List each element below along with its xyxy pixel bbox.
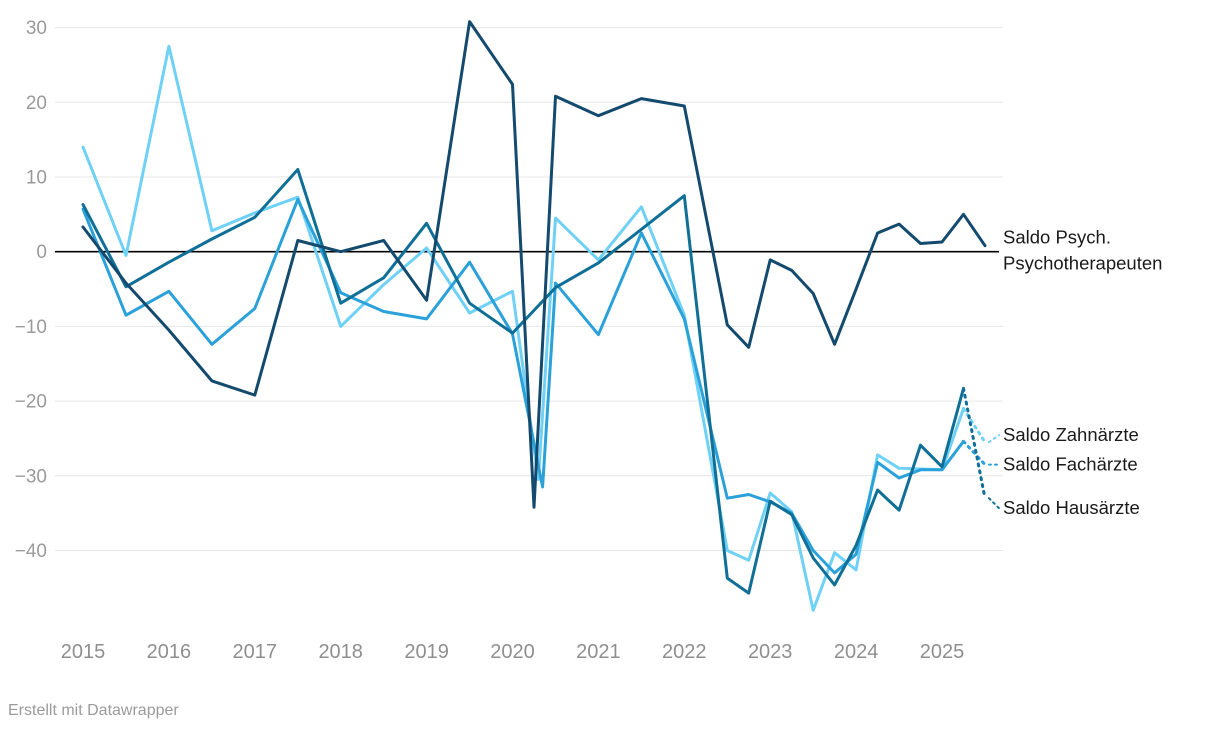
- x-tick-label-2015: 2015: [61, 641, 106, 663]
- label-leader-zahnaerzte: [987, 434, 1000, 444]
- series-line-zahnaerzte: [81, 44, 965, 612]
- series-label-hausaerzte: Saldo Hausärzte: [1003, 497, 1140, 518]
- y-tick-label: −20: [15, 392, 47, 413]
- series-line-forecast-fachaerzte: [962, 439, 987, 467]
- x-tick-label-2024: 2024: [834, 641, 879, 663]
- x-tick-label-2021: 2021: [576, 641, 621, 663]
- y-tick-label: 0: [36, 242, 47, 263]
- x-tick-label-2019: 2019: [404, 641, 449, 663]
- y-tick-label: −30: [15, 466, 47, 487]
- series-line-forecast-hausaerzte: [962, 386, 987, 500]
- label-leader-hausaerzte: [987, 497, 1000, 510]
- datawrapper-attribution: Erstellt mit Datawrapper: [8, 702, 179, 719]
- y-tick-label: 30: [26, 18, 47, 39]
- series-line-psychotherapeuten: [81, 20, 987, 509]
- y-tick-label: 10: [26, 168, 47, 189]
- x-tick-label-2018: 2018: [318, 641, 363, 663]
- series-label-psychotherapeuten: Psychotherapeuten: [1003, 253, 1162, 274]
- x-tick-label-2020: 2020: [490, 641, 535, 663]
- x-tick-label-2016: 2016: [147, 641, 192, 663]
- y-tick-label: −10: [15, 317, 47, 338]
- series-label-psychotherapeuten: Saldo Psych.: [1003, 227, 1111, 248]
- x-tick-label-2023: 2023: [748, 641, 793, 663]
- series-line-hausaerzte: [81, 168, 965, 595]
- x-tick-label-2022: 2022: [662, 641, 707, 663]
- series-line-fachaerzte: [81, 197, 965, 575]
- x-tick-label-2025: 2025: [920, 641, 965, 663]
- y-tick-label: −40: [15, 541, 47, 562]
- series-label-fachaerzte: Saldo Fachärzte: [1003, 454, 1138, 475]
- series-line-forecast-zahnaerzte: [962, 407, 987, 444]
- y-tick-label: 20: [26, 93, 47, 114]
- x-tick-label-2017: 2017: [233, 641, 278, 663]
- series-label-zahnaerzte: Saldo Zahnärzte: [1003, 424, 1139, 445]
